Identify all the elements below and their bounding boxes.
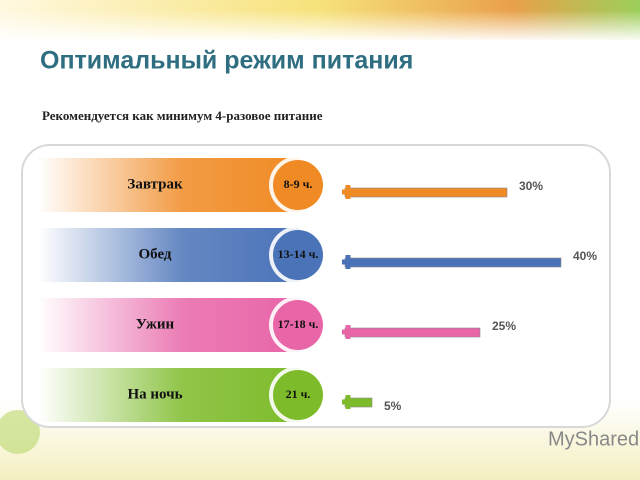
- meal-label: На ночь: [127, 386, 182, 402]
- subtitle: Рекомендуется как минимум 4-разовое пита…: [42, 108, 323, 123]
- title: Оптимальный режим питания: [40, 47, 413, 75]
- plus-icon: [342, 255, 354, 269]
- meal-label: Обед: [138, 246, 171, 262]
- value-label: 25%: [492, 319, 516, 333]
- bar: [344, 257, 562, 268]
- value-label: 5%: [384, 399, 402, 413]
- time-label: 8-9 ч.: [284, 177, 313, 191]
- plus-icon: [342, 395, 354, 409]
- plus-icon: [342, 325, 354, 339]
- label-banner: [38, 368, 300, 422]
- label-banner: [38, 158, 300, 212]
- rows: Завтрак 8-9 ч. 30% Обед 13-14 ч. 40% Ужин 17-18…: [38, 156, 597, 424]
- bar: [344, 327, 481, 338]
- time-circle: [273, 370, 323, 420]
- apple-decor: [0, 410, 40, 454]
- time-label: 17-18 ч.: [278, 317, 319, 331]
- time-circle: [273, 230, 323, 280]
- label-banner: [38, 298, 300, 352]
- plus-icon: [342, 185, 354, 199]
- header-fade: [0, 10, 640, 42]
- value-label: 30%: [519, 179, 543, 193]
- time-circle: [273, 160, 323, 210]
- time-label: 13-14 ч.: [278, 247, 319, 261]
- watermark: MyShared: [548, 428, 639, 450]
- label-banner: [38, 228, 300, 282]
- panel: [21, 144, 611, 428]
- meal-label: Ужин: [136, 316, 175, 332]
- meal-label: Завтрак: [127, 176, 183, 192]
- time-circle: [273, 300, 323, 350]
- bar: [344, 187, 508, 198]
- value-label: 40%: [573, 249, 597, 263]
- time-label: 21 ч.: [286, 387, 311, 401]
